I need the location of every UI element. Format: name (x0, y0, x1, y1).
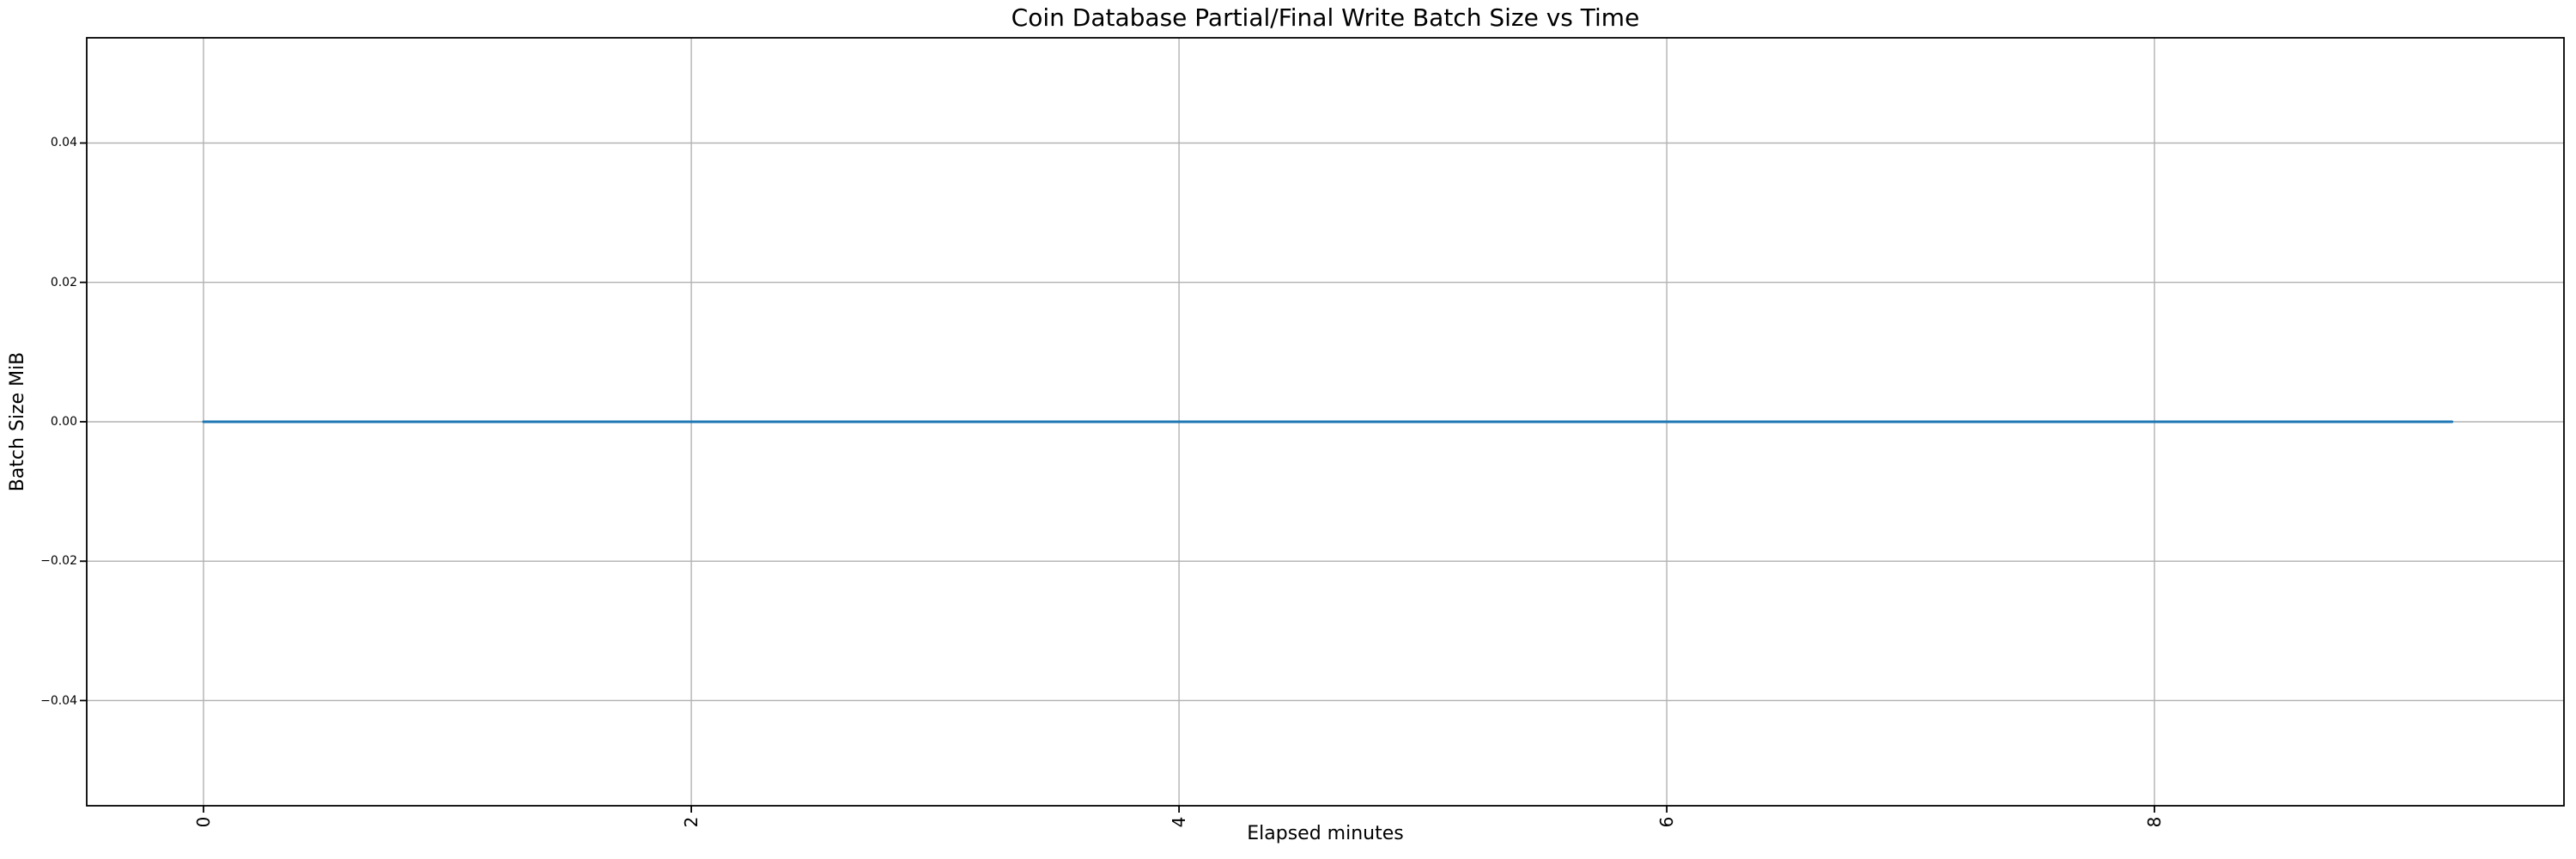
x-tick-label: 6 (1656, 816, 1678, 828)
y-tick-label: 0.04 (50, 136, 77, 150)
y-tick-label: −0.04 (40, 693, 77, 708)
x-tick-label: 0 (193, 816, 215, 828)
x-tick-label: 8 (2144, 816, 2166, 828)
x-tick-label: 4 (1169, 816, 1190, 828)
y-tick-label: −0.02 (40, 554, 77, 569)
y-tick-label: 0.00 (50, 415, 77, 429)
chart-title: Coin Database Partial/Final Write Batch … (1011, 3, 1640, 32)
x-tick-label: 2 (681, 816, 702, 828)
x-axis-label: Elapsed minutes (1247, 823, 1404, 844)
y-tick-label: 0.02 (50, 275, 77, 289)
